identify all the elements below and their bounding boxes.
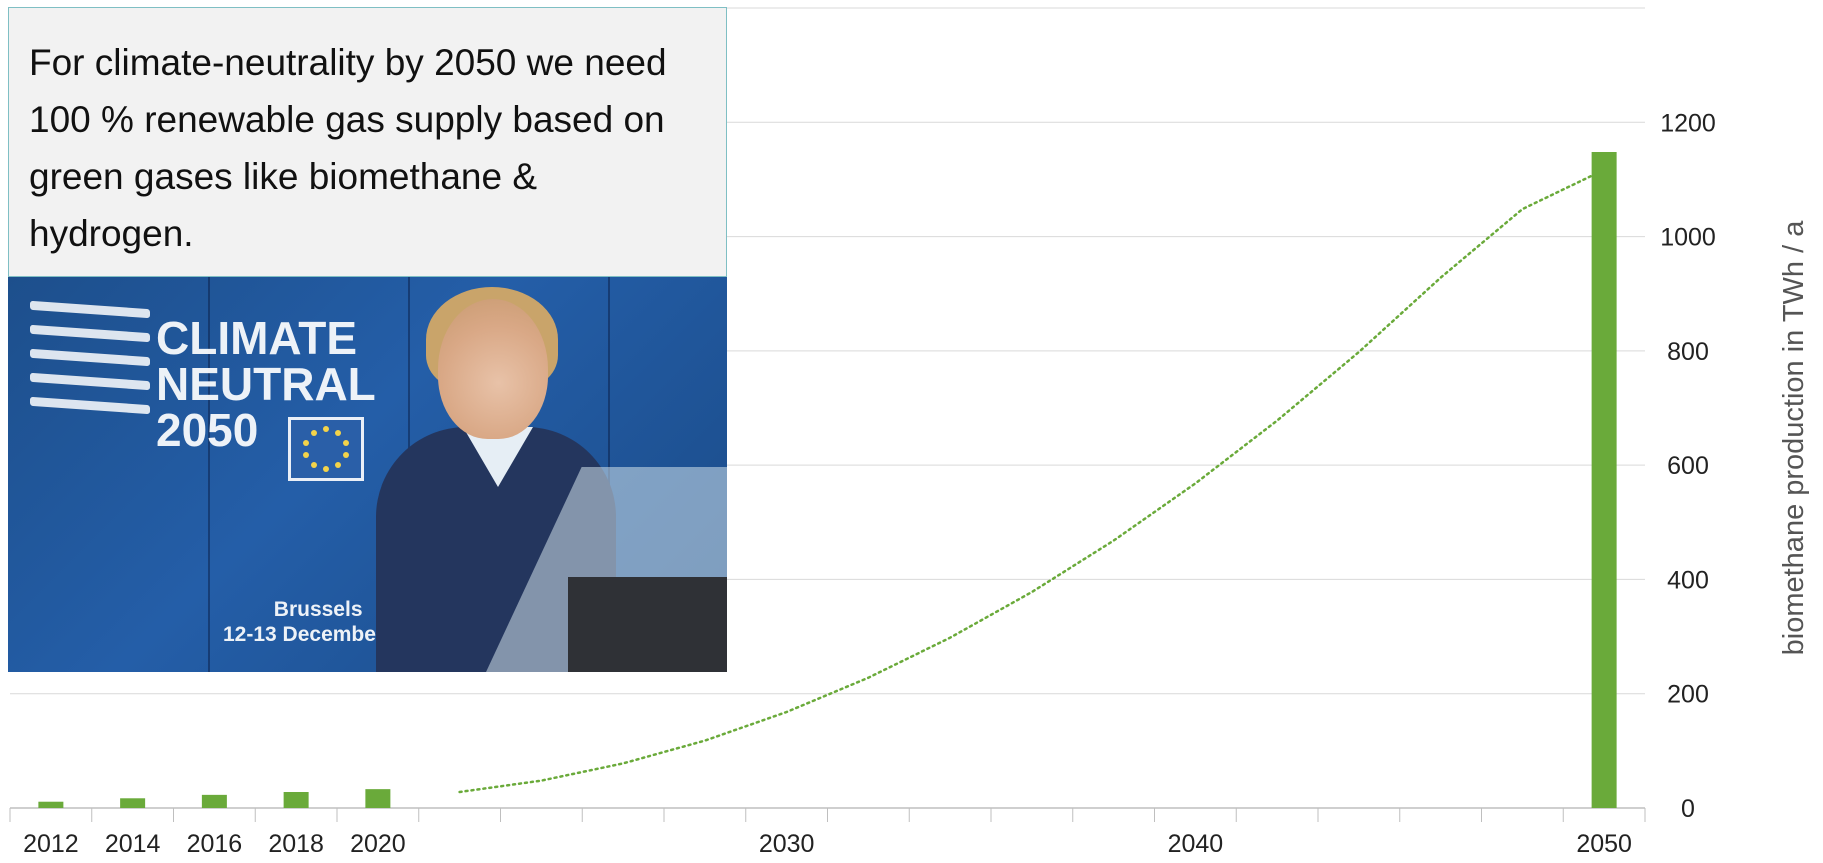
y-axis-tick-labels: 0 200 400 600 800 1000 1200 <box>1660 109 1716 823</box>
bar-2012 <box>38 801 64 808</box>
x-tick-label: 2040 <box>1168 830 1224 858</box>
y-tick-label: 600 <box>1667 452 1709 480</box>
x-axis-ticks <box>9 808 1646 822</box>
trendline-layer <box>458 172 1598 794</box>
x-axis-tick-labels: 2012 2014 2016 2018 2020 2030 2040 2050 <box>23 830 1632 858</box>
bar-2050 <box>1591 152 1617 808</box>
bars-layer <box>38 152 1617 808</box>
bar-2020 <box>365 789 391 808</box>
backdrop-panel <box>8 277 210 672</box>
climate-neutral-photo: CLIMATE NEUTRAL 2050 Brussels 12-13 Dece… <box>8 277 727 672</box>
bar-2014 <box>120 798 146 808</box>
y-tick-label: 1200 <box>1660 109 1716 137</box>
quote-box: For climate-neutrality by 2050 we need 1… <box>8 7 727 277</box>
x-tick-label: 2012 <box>23 830 79 858</box>
eu-flag-icon <box>288 417 364 481</box>
y-tick-label: 200 <box>1667 681 1709 709</box>
bar-2016 <box>201 794 227 808</box>
quote-text: For climate-neutrality by 2050 we need 1… <box>29 42 667 254</box>
y-tick-label: 400 <box>1667 566 1709 594</box>
x-tick-label: 2050 <box>1576 830 1632 858</box>
x-tick-label: 2018 <box>268 830 324 858</box>
trendline <box>458 172 1598 794</box>
bar-2018 <box>283 792 309 808</box>
y-axis-title: biomethane production in TWh / a <box>1778 220 1810 656</box>
x-tick-label: 2014 <box>105 830 161 858</box>
y-tick-label: 800 <box>1667 338 1709 366</box>
y-tick-label: 0 <box>1681 795 1695 823</box>
x-tick-label: 2016 <box>187 830 243 858</box>
speaker-head <box>438 299 548 439</box>
x-tick-label: 2020 <box>350 830 406 858</box>
photo-headline: CLIMATE NEUTRAL 2050 <box>156 312 376 456</box>
x-tick-label: 2030 <box>759 830 815 858</box>
y-tick-label: 1000 <box>1660 224 1716 252</box>
podium-base <box>568 577 727 672</box>
